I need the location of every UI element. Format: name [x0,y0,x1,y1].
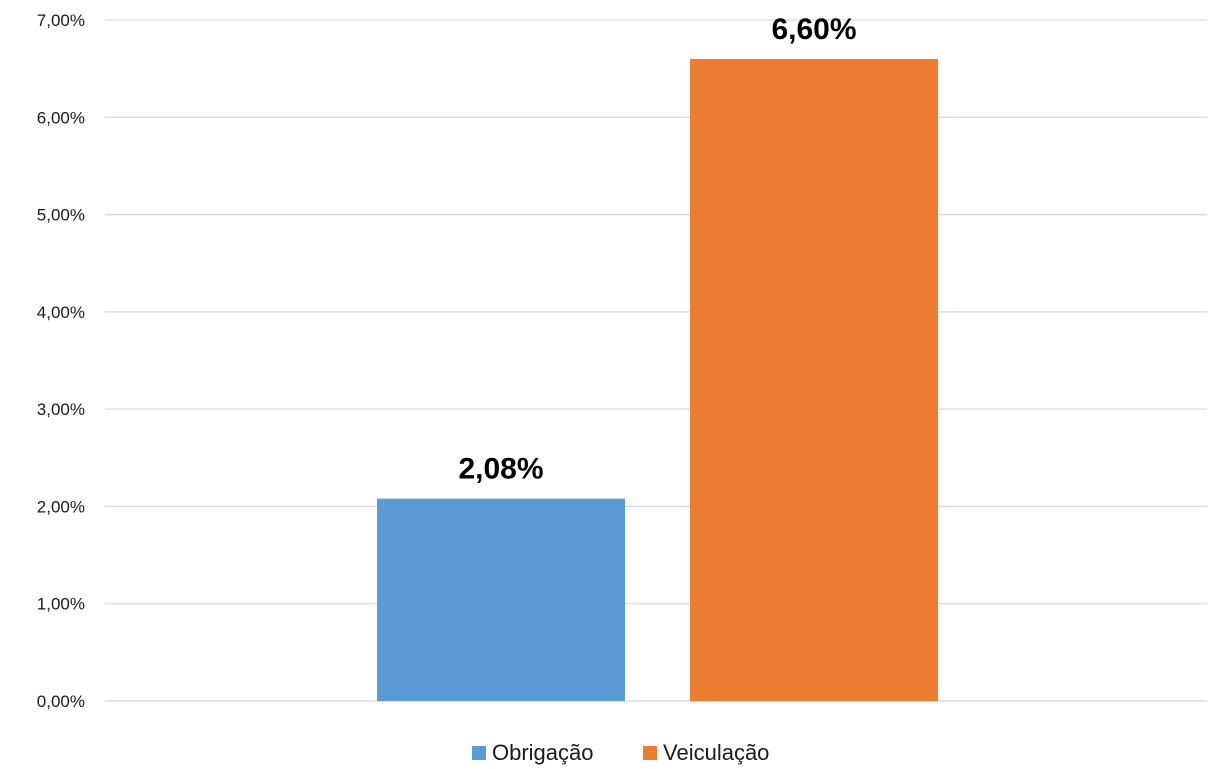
bar-obriga-o [377,498,625,701]
y-tick-label: 0,00% [37,692,85,711]
legend-swatch [472,746,486,760]
legend: Obrigação Veiculação [472,740,769,765]
gridlines [105,19,1207,702]
legend-label: Obrigação [492,740,594,765]
data-label: 2,08% [458,453,543,486]
data-label: 6,60% [771,13,856,46]
y-tick-label: 5,00% [37,206,85,225]
legend-swatch [643,746,657,760]
y-tick-label: 1,00% [37,595,85,614]
legend-label: Veiculação [663,740,769,765]
y-tick-label: 6,00% [37,108,85,127]
y-tick-label: 3,00% [37,400,85,419]
data-labels: 2,08% 6,60% [458,13,856,486]
y-tick-label: 7,00% [37,11,85,30]
y-axis-tick-labels: 0,00% 1,00% 2,00% 3,00% 4,00% 5,00% 6,00% 7,00% [37,11,85,711]
y-tick-label: 2,00% [37,497,85,516]
y-tick-label: 4,00% [37,303,85,322]
bars [377,58,938,701]
bar-veicula-o [690,58,938,701]
